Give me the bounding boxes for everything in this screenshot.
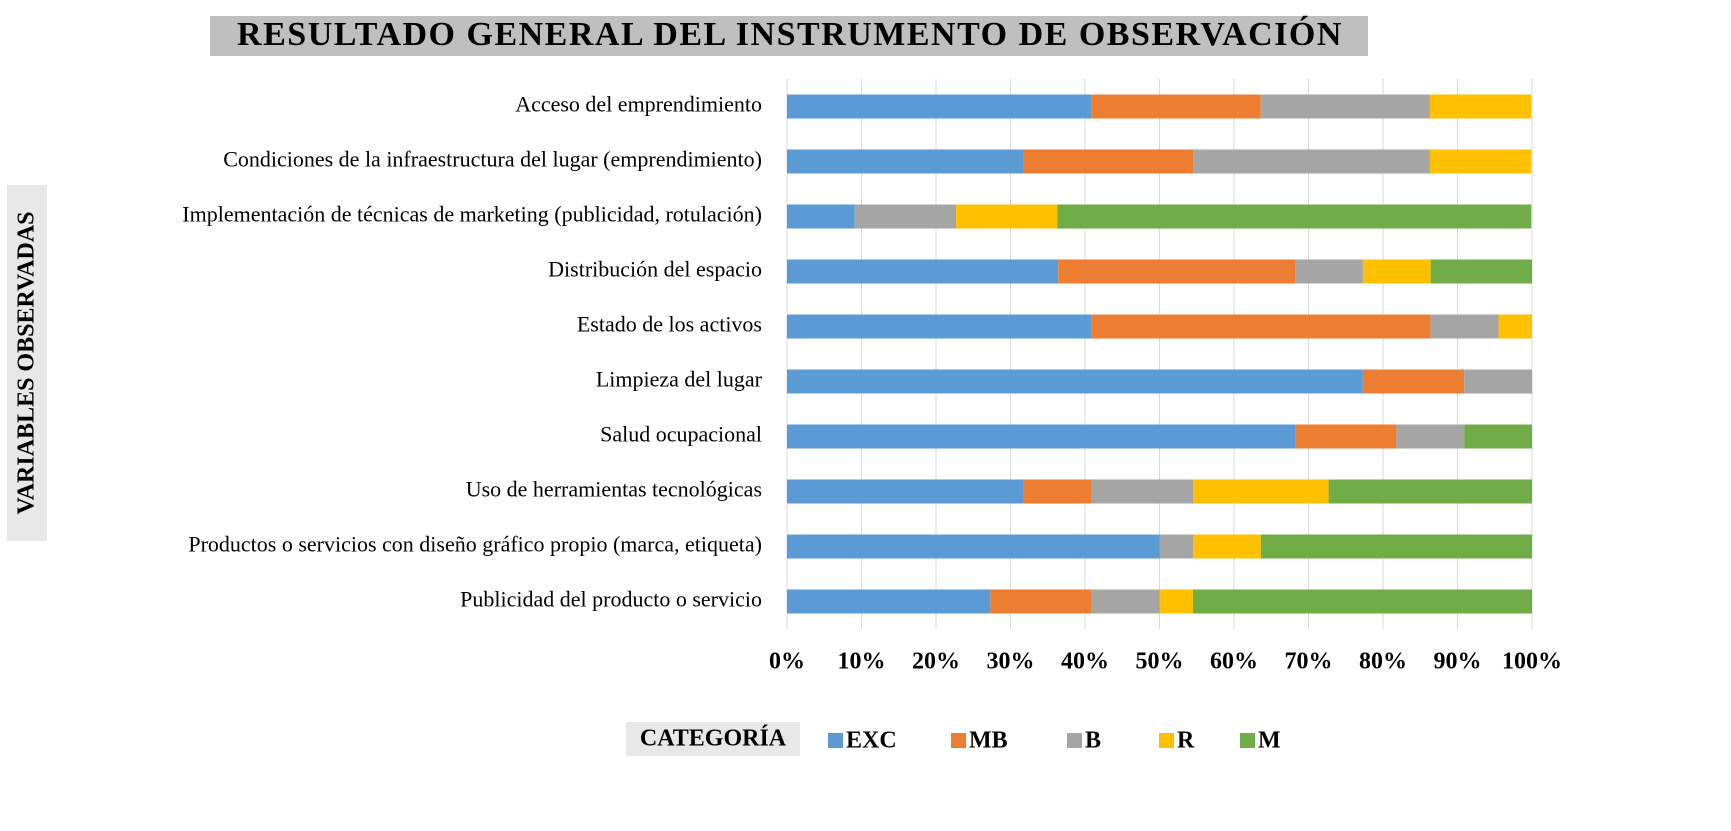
x-tick-label: 20% <box>912 649 960 675</box>
bar-segment <box>1091 94 1261 119</box>
y-axis-label: VARIABLES OBSERVADAS <box>14 211 40 514</box>
bar-segment <box>787 589 991 614</box>
bar-segment <box>1193 479 1329 504</box>
bar-segment <box>1159 534 1194 559</box>
legend-label: R <box>1177 728 1195 754</box>
y-tick-label: Estado de los activos <box>577 312 762 337</box>
bar-segment <box>1295 424 1397 449</box>
y-tick-label: Limpieza del lugar <box>596 367 763 392</box>
bar-segment <box>1193 534 1261 559</box>
bar-segment <box>787 204 855 229</box>
legend-title: CATEGORÍA <box>640 726 787 752</box>
bar-segment <box>787 534 1160 559</box>
bar-segment <box>1464 424 1532 449</box>
x-tick-label: 60% <box>1210 649 1258 675</box>
bar-segment <box>1429 94 1532 119</box>
legend-swatch <box>1159 733 1174 748</box>
bar-segment <box>956 204 1058 229</box>
legend-swatch <box>1240 733 1255 748</box>
bar-segment <box>1091 479 1194 504</box>
bar-segment <box>787 149 1024 174</box>
x-tick-label: 30% <box>987 649 1035 675</box>
bar-segment <box>1430 314 1499 339</box>
bar-segment <box>1023 149 1194 174</box>
x-tick-label: 80% <box>1359 649 1407 675</box>
x-tick-label: 50% <box>1136 649 1184 675</box>
y-label-box <box>7 185 47 541</box>
bar-segment <box>854 204 957 229</box>
bar-segment <box>1091 589 1160 614</box>
y-tick-label: Implementación de técnicas de marketing … <box>182 202 762 227</box>
bar-segment <box>1057 204 1532 229</box>
bar-segment <box>1362 369 1465 394</box>
y-tick-label: Salud ocupacional <box>600 422 762 447</box>
bar-segment <box>1023 479 1092 504</box>
bar-segment <box>1396 424 1465 449</box>
x-tick-label: 90% <box>1434 649 1482 675</box>
bar-segment <box>1429 149 1532 174</box>
bar-segment <box>1295 259 1363 284</box>
bar-segment <box>787 314 1092 339</box>
bar-segment <box>1328 479 1532 504</box>
bar-segment <box>1362 259 1431 284</box>
legend-swatch <box>1067 733 1082 748</box>
bar-segment <box>1464 369 1532 394</box>
y-tick-label: Distribución del espacio <box>548 257 762 282</box>
bar-segment <box>787 479 1024 504</box>
y-tick-label: Condiciones de la infraestructura del lu… <box>223 147 762 172</box>
bar-segment <box>1430 259 1532 284</box>
legend-swatch <box>828 733 843 748</box>
bar-segment <box>787 259 1059 284</box>
bar-segment <box>1193 149 1430 174</box>
legend-swatch <box>951 733 966 748</box>
y-tick-label: Publicidad del producto o servicio <box>460 587 762 612</box>
bar-segment <box>787 369 1363 394</box>
legend-label: MB <box>969 728 1008 754</box>
x-tick-label: 40% <box>1061 649 1109 675</box>
bar-segment <box>1260 534 1532 559</box>
bar-segment <box>990 589 1092 614</box>
legend-label: B <box>1085 728 1101 754</box>
bar-segment <box>787 94 1092 119</box>
bar-segment <box>1498 314 1532 339</box>
x-tick-label: 0% <box>769 649 805 675</box>
y-tick-label: Productos o servicios con diseño gráfico… <box>188 532 762 557</box>
bar-segment <box>1058 259 1296 284</box>
legend-label: M <box>1258 728 1281 754</box>
bar-segment <box>1091 314 1431 339</box>
bar-segment <box>787 424 1296 449</box>
title-box <box>210 16 1368 56</box>
x-tick-label: 100% <box>1502 649 1562 675</box>
bar-segment <box>1159 589 1194 614</box>
x-tick-label: 70% <box>1285 649 1333 675</box>
legend-title-box <box>626 722 800 756</box>
bar-segment <box>1260 94 1430 119</box>
y-tick-label: Acceso del emprendimiento <box>515 92 762 117</box>
chart-title: RESULTADO GENERAL DEL INSTRUMENTO DE OBS… <box>237 15 1343 53</box>
bar-segment <box>1193 589 1532 614</box>
x-tick-label: 10% <box>838 649 886 675</box>
legend-label: EXC <box>846 728 897 754</box>
y-tick-label: Uso de herramientas tecnológicas <box>466 477 762 502</box>
